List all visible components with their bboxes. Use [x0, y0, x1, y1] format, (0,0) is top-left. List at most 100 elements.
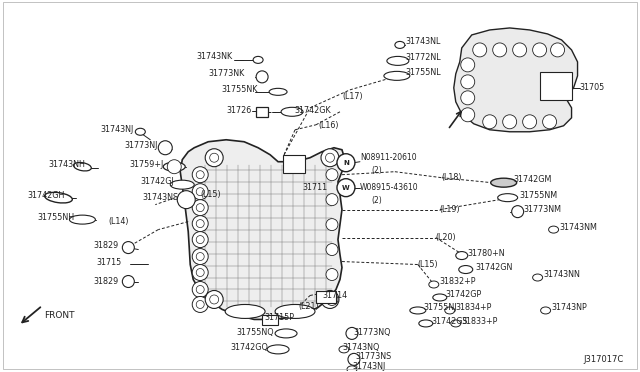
Circle shape	[493, 43, 507, 57]
Text: (L15): (L15)	[200, 190, 221, 199]
Ellipse shape	[541, 307, 550, 314]
Circle shape	[196, 253, 204, 260]
Circle shape	[210, 153, 219, 162]
Text: 31773NJ: 31773NJ	[125, 141, 158, 150]
Text: 31773NM: 31773NM	[524, 205, 562, 214]
Circle shape	[550, 43, 564, 57]
Text: 31743NS: 31743NS	[142, 193, 179, 202]
Circle shape	[196, 219, 204, 228]
Text: 31743NM: 31743NM	[559, 223, 598, 232]
Circle shape	[167, 160, 181, 174]
Text: (L17): (L17)	[342, 92, 363, 101]
Ellipse shape	[491, 178, 516, 187]
Text: 31834+P: 31834+P	[456, 303, 492, 312]
Circle shape	[532, 43, 547, 57]
Text: 31715: 31715	[96, 258, 122, 267]
Ellipse shape	[339, 346, 349, 353]
Text: (2): (2)	[371, 166, 381, 175]
Circle shape	[326, 219, 338, 231]
Circle shape	[326, 294, 338, 305]
Bar	[316, 292, 336, 304]
Ellipse shape	[225, 304, 265, 318]
Circle shape	[346, 327, 358, 339]
Circle shape	[196, 203, 204, 212]
Circle shape	[256, 71, 268, 83]
Circle shape	[192, 167, 208, 183]
Text: 31742GM: 31742GM	[514, 175, 552, 184]
Circle shape	[196, 269, 204, 276]
Text: 31742GN: 31742GN	[476, 263, 513, 272]
Text: 31743NN: 31743NN	[543, 270, 580, 279]
Text: (L21): (L21)	[298, 302, 319, 311]
Circle shape	[122, 276, 134, 288]
Text: 31780+N: 31780+N	[468, 249, 506, 258]
Text: N08911-20610: N08911-20610	[360, 153, 417, 162]
Ellipse shape	[253, 57, 263, 63]
Text: (2): (2)	[371, 196, 381, 205]
Circle shape	[461, 91, 475, 105]
Text: 31755NL: 31755NL	[406, 68, 442, 77]
Ellipse shape	[429, 281, 439, 288]
Ellipse shape	[498, 194, 518, 202]
Ellipse shape	[548, 226, 559, 233]
Circle shape	[192, 248, 208, 264]
Text: 31743NL: 31743NL	[406, 38, 441, 46]
Circle shape	[461, 108, 475, 122]
Ellipse shape	[163, 162, 185, 171]
Text: W08915-43610: W08915-43610	[360, 183, 419, 192]
Circle shape	[461, 75, 475, 89]
Ellipse shape	[45, 192, 72, 203]
Ellipse shape	[275, 304, 315, 318]
Circle shape	[321, 291, 339, 308]
Ellipse shape	[135, 128, 145, 135]
Text: 31759+J: 31759+J	[129, 160, 163, 169]
Text: 31743NJ: 31743NJ	[352, 362, 385, 371]
Text: (L16): (L16)	[318, 121, 339, 130]
Circle shape	[192, 184, 208, 200]
Circle shape	[196, 187, 204, 196]
Text: 31755NH: 31755NH	[37, 213, 74, 222]
Circle shape	[326, 269, 338, 280]
Text: 31755NQ: 31755NQ	[236, 328, 274, 337]
Text: 31743NP: 31743NP	[552, 303, 588, 312]
Circle shape	[196, 235, 204, 244]
Text: (L20): (L20)	[436, 233, 456, 242]
Circle shape	[523, 115, 536, 129]
Bar	[256, 107, 268, 117]
Text: 31743NQ: 31743NQ	[342, 343, 380, 352]
Circle shape	[511, 206, 524, 218]
Text: 31742GH: 31742GH	[27, 191, 65, 200]
Text: 31742GP: 31742GP	[446, 290, 482, 299]
Circle shape	[321, 149, 339, 167]
Text: 31829: 31829	[93, 241, 118, 250]
Text: J317017C: J317017C	[583, 355, 623, 364]
Ellipse shape	[395, 41, 405, 48]
Bar	[262, 315, 278, 326]
Text: (L19): (L19)	[440, 205, 460, 214]
Ellipse shape	[445, 307, 455, 314]
Text: 31755NK: 31755NK	[221, 85, 258, 94]
Text: W: W	[342, 185, 350, 191]
Ellipse shape	[532, 274, 543, 281]
Circle shape	[473, 43, 486, 57]
Circle shape	[192, 282, 208, 298]
Circle shape	[326, 194, 338, 206]
Ellipse shape	[281, 107, 303, 116]
Ellipse shape	[451, 320, 461, 327]
Circle shape	[192, 216, 208, 232]
Ellipse shape	[267, 345, 289, 354]
Circle shape	[192, 200, 208, 216]
Ellipse shape	[347, 366, 357, 372]
Text: (L14): (L14)	[109, 217, 129, 226]
Circle shape	[158, 141, 172, 155]
Text: 31711: 31711	[302, 183, 327, 192]
Ellipse shape	[419, 320, 433, 327]
Text: 31742GS: 31742GS	[432, 317, 468, 326]
Text: (L15): (L15)	[418, 260, 438, 269]
Text: 31755NJ: 31755NJ	[424, 303, 458, 312]
Ellipse shape	[170, 180, 194, 189]
Text: 31705: 31705	[580, 83, 605, 92]
Text: 31829: 31829	[93, 277, 118, 286]
Circle shape	[337, 154, 355, 172]
Text: 31833+P: 31833+P	[461, 317, 498, 326]
